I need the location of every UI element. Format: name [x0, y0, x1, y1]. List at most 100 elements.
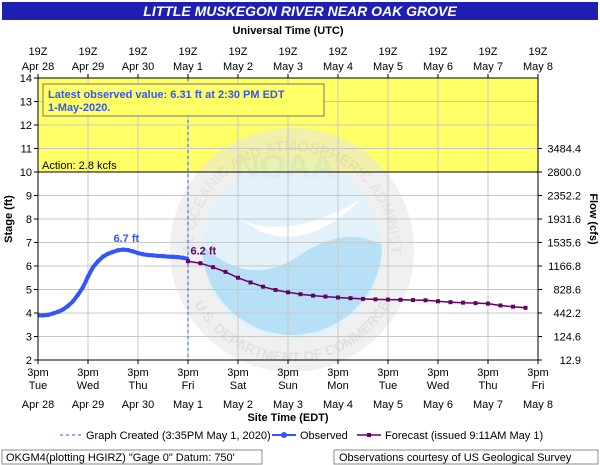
forecast-series-line: [187, 260, 526, 309]
utc-axis-title: Universal Time (UTC): [232, 25, 343, 37]
observed-point: [70, 299, 76, 304]
observed-point: [40, 313, 46, 318]
bottom-tick-label-date: May 5: [373, 399, 403, 411]
legend-forecast-label: Forecast (issued 9:11AM May 1): [385, 430, 543, 442]
bottom-tick-label-day: Sat: [230, 380, 247, 392]
legend-created-label: Graph Created (3:35PM May 1, 2020): [86, 430, 271, 442]
top-tick-label-date: Apr 30: [122, 61, 154, 73]
observed-point: [155, 253, 161, 259]
top-tick-label-date: May 2: [223, 61, 253, 73]
forecast-point: [436, 299, 440, 304]
bottom-tick-label-time: 3pm: [327, 367, 348, 379]
latest-value-line1: Latest observed value: 6.31 ft at 2:30 P…: [48, 89, 285, 101]
bottom-tick-label-date: May 1: [173, 399, 203, 411]
forecast-point: [336, 295, 340, 300]
bottom-tick-label-time: 3pm: [477, 367, 498, 379]
forecast-point: [186, 259, 190, 264]
bottom-tick-label-day: Wed: [77, 380, 99, 392]
observed-point: [180, 255, 186, 260]
y-tick-label: 4: [26, 308, 32, 320]
bottom-tick-label-day: Thu: [129, 380, 148, 392]
forecast-point: [248, 280, 253, 285]
bottom-tick-label-day: Fri: [532, 380, 545, 392]
top-tick-label-time: 19Z: [179, 46, 198, 58]
observed-point: [38, 313, 41, 318]
peak-annotation: 6.7 ft: [114, 233, 140, 245]
top-tick-label-time: 19Z: [79, 46, 98, 58]
observed-point: [95, 259, 101, 264]
observed-point: [115, 248, 121, 253]
forecast-point: [286, 290, 290, 295]
top-axis-ticks: 19Z Apr 28 19Z Apr 29 19Z Apr 30 19Z May 1 19Z Ma…: [22, 46, 553, 78]
forecast-point: [223, 269, 228, 274]
y-tick-label: 6: [26, 261, 32, 273]
bottom-tick-label-day: Tue: [379, 380, 398, 392]
forecast-point: [448, 300, 453, 305]
y-right-tick-label: 1931.6: [547, 214, 581, 226]
forecast-point: [311, 293, 315, 298]
forecast-point: [461, 300, 465, 305]
forecast-point: [423, 298, 428, 303]
chart-annotations: 6.7 ft 6.2 ft: [114, 233, 217, 257]
observed-point: [85, 274, 91, 279]
forecast-point: [386, 297, 390, 302]
y-tick-label: 14: [20, 73, 32, 85]
y-tick-label: 3: [26, 332, 32, 344]
bottom-tick-label-day: Sun: [278, 380, 298, 392]
observed-point: [170, 254, 176, 260]
bottom-tick-label-time: 3pm: [127, 367, 148, 379]
action-threshold-label: Action: 2.8 kcfs: [42, 160, 117, 172]
observed-point: [140, 252, 146, 257]
y-tick-label: 10: [20, 167, 32, 179]
top-tick-label-time: 19Z: [329, 46, 348, 58]
peak-annotation: 6.2 ft: [191, 245, 217, 257]
top-tick-label-time: 19Z: [379, 46, 398, 58]
observed-point: [175, 254, 181, 260]
forecast-point: [273, 287, 278, 292]
observed-point: [90, 264, 96, 270]
forecast-point: [361, 296, 365, 301]
forecast-point: [348, 296, 353, 301]
y-axis-title: Stage (ft): [3, 195, 15, 243]
top-tick-label-date: May 5: [373, 61, 403, 73]
y-right-tick-label: 1166.8: [548, 261, 581, 273]
y-right-tick-label: 2800.0: [547, 167, 581, 179]
bottom-tick-label-day: Mon: [327, 380, 348, 392]
bottom-tick-label-day: Wed: [427, 380, 449, 392]
noaa-logo-wave: [202, 237, 382, 335]
observed-point: [105, 251, 111, 256]
top-tick-label-time: 19Z: [229, 46, 248, 58]
forecast-point: [411, 298, 415, 303]
chart-title: LITTLE MUSKEGON RIVER NEAR OAK GROVE: [143, 3, 457, 19]
y-right-tick-label: 124.6: [553, 332, 581, 344]
top-tick-label-time: 19Z: [479, 46, 498, 58]
observed-point: [120, 247, 126, 252]
forecast-point: [473, 301, 478, 306]
bottom-tick-label-date: May 6: [423, 399, 453, 411]
latest-value-line2: 1-May-2020.: [48, 102, 110, 114]
y-tick-label: 2: [26, 355, 32, 367]
bottom-tick-label-date: May 8: [523, 399, 553, 411]
forecast-point: [211, 265, 215, 270]
y-right-tick-label: 2352.2: [547, 191, 581, 203]
forecast-point: [236, 275, 240, 280]
observed-point: [100, 254, 106, 259]
top-tick-label-time: 19Z: [129, 46, 148, 58]
bottom-tick-label-time: 3pm: [227, 367, 248, 379]
bottom-tick-label-date: May 2: [223, 399, 253, 411]
bottom-tick-label-time: 3pm: [77, 367, 98, 379]
observed-point: [75, 292, 81, 297]
observed-point: [165, 254, 171, 259]
footer-right-box: [333, 449, 599, 465]
y-right-tick-label: 3484.4: [547, 144, 581, 156]
bottom-tick-label-time: 3pm: [427, 367, 448, 379]
top-tick-label-date: May 3: [273, 61, 303, 73]
footer-left-box: [1, 449, 263, 465]
noaa-logo-bird: [232, 200, 360, 237]
legend-forecast-marker: [367, 433, 371, 437]
legend-observed-marker: [281, 432, 287, 438]
y-tick-label: 11: [21, 144, 32, 156]
bottom-tick-label-date: Apr 30: [122, 399, 154, 411]
noaa-logo-letters: NOAA: [235, 148, 335, 186]
